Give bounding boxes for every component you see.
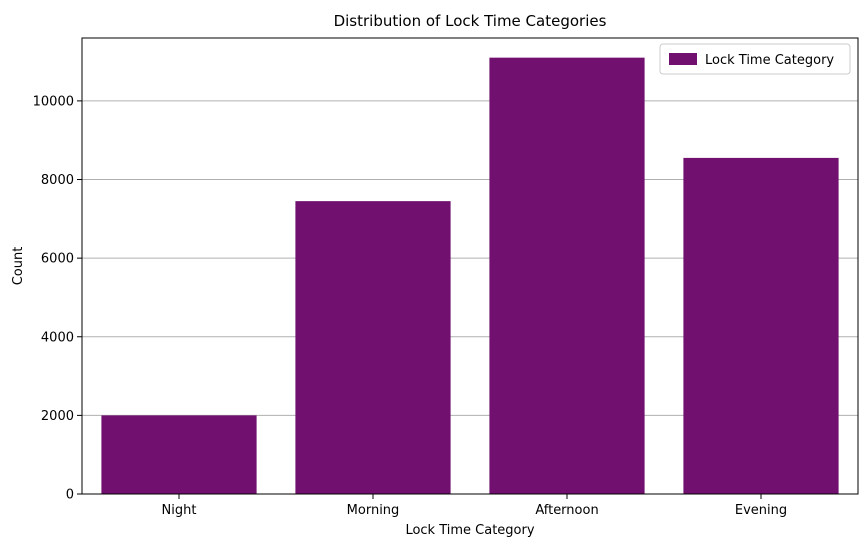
chart-title: Distribution of Lock Time Categories xyxy=(334,12,607,30)
x-tick-label: Afternoon xyxy=(535,503,598,518)
legend-box xyxy=(659,43,851,75)
bar-afternoon xyxy=(489,57,645,494)
y-tick-label: 2000 xyxy=(41,409,74,424)
x-tick-label: Evening xyxy=(735,503,787,518)
y-tick-label: 6000 xyxy=(41,252,74,267)
plot-frame xyxy=(81,37,859,495)
bar-evening xyxy=(683,157,839,494)
x-axis: Night Morning Afternoon Evening xyxy=(162,494,787,518)
x-axis-label: Lock Time Category xyxy=(405,523,534,538)
bars xyxy=(101,57,839,494)
x-tick-label: Night xyxy=(162,503,197,518)
bar-night xyxy=(101,415,257,494)
legend-entry: Lock Time Category xyxy=(705,53,834,68)
y-tick-label: 8000 xyxy=(41,173,74,188)
bar-morning xyxy=(295,201,451,494)
x-tick-label: Morning xyxy=(347,503,400,518)
y-axis-label: Count xyxy=(11,247,26,286)
y-tick-label: 10000 xyxy=(33,94,74,109)
y-axis: 0 2000 4000 6000 8000 10000 xyxy=(33,94,82,503)
y-tick-label: 4000 xyxy=(41,330,74,345)
legend: Lock Time Category xyxy=(659,43,851,75)
y-tick-label: 0 xyxy=(66,488,74,503)
legend-swatch xyxy=(669,53,697,65)
